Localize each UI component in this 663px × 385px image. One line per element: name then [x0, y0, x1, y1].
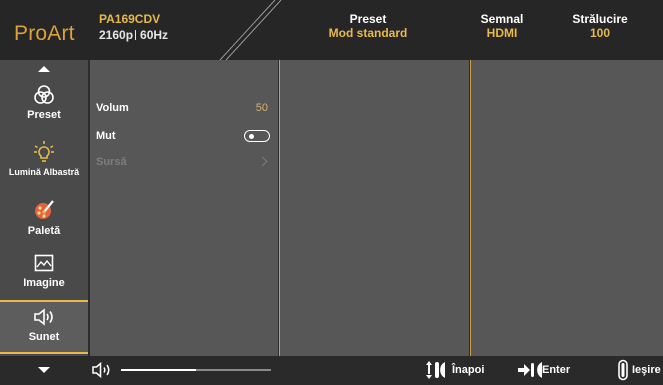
- exit-button-icon: [618, 359, 628, 381]
- speaker-icon: [92, 361, 110, 379]
- light-bulb-icon: [34, 141, 54, 162]
- chevron-right-icon: [257, 156, 268, 167]
- mute-toggle[interactable]: [244, 130, 270, 142]
- scroll-up-icon[interactable]: [38, 66, 50, 72]
- exit-label: Ieşire: [632, 364, 661, 376]
- signal-status: Semnal HDMI: [472, 12, 532, 40]
- menu-item-source[interactable]: Sursă: [96, 154, 272, 172]
- sidebar-item-preset[interactable]: Preset: [0, 84, 88, 134]
- volume-slider[interactable]: [121, 369, 271, 371]
- sidebar-item-blue-light[interactable]: Lumină Albastră: [0, 140, 88, 186]
- submenu-column-2: [280, 60, 469, 356]
- brand-logo: ProArt: [14, 22, 75, 45]
- preset-status-value: Mod standard: [328, 26, 408, 40]
- resolution-value: 2160p: [99, 28, 134, 42]
- divider: [135, 30, 137, 40]
- sidebar-item-label: Lumină Albastră: [8, 167, 80, 177]
- back-joystick-icon: [426, 361, 445, 379]
- brightness-status: Strălucire 100: [560, 12, 640, 40]
- preset-status-label: Preset: [349, 12, 387, 26]
- scroll-down-icon[interactable]: [38, 367, 50, 373]
- volume-slider-fill: [121, 369, 196, 371]
- submenu-column-3: [471, 60, 663, 356]
- preset-status: Preset Mod standard: [318, 12, 418, 40]
- header-diagonal-lines: [219, 0, 282, 60]
- enter-joystick-icon: [518, 362, 542, 378]
- refresh-rate-value: 60Hz: [140, 28, 169, 42]
- menu-item-label: Sursă: [96, 156, 127, 168]
- enter-label: Enter: [542, 364, 571, 376]
- osd-footer: Înapoi Enter Ieşire: [0, 356, 663, 385]
- sidebar-item-palette[interactable]: Paletă: [0, 198, 88, 244]
- resolution-info: 2160p 60Hz: [99, 28, 168, 42]
- menu-item-label: Mut: [96, 130, 116, 142]
- submenu-column-1: [90, 60, 278, 356]
- brightness-status-label: Strălucire: [572, 12, 628, 26]
- volume-value: 50: [255, 102, 268, 114]
- toggle-knob: [249, 133, 254, 139]
- speaker-icon: [34, 308, 53, 326]
- back-label: Înapoi: [452, 364, 485, 376]
- color-circles-icon: [34, 85, 54, 104]
- sidebar-item-image[interactable]: Imagine: [0, 252, 88, 298]
- signal-status-value: HDMI: [486, 26, 518, 40]
- sidebar-item-label: Preset: [27, 109, 61, 121]
- osd-header: ProArt PA169CDV 2160p 60Hz Preset Mod sta…: [0, 0, 663, 60]
- sidebar-item-label: Sunet: [28, 331, 60, 343]
- image-icon: [34, 254, 54, 272]
- menu-item-volume[interactable]: Volum 50: [96, 100, 272, 118]
- sidebar-item-label: Imagine: [23, 277, 65, 289]
- sidebar-menu: Preset Lumină Albastră: [0, 60, 88, 356]
- signal-status-label: Semnal: [480, 12, 524, 26]
- brightness-status-value: 100: [589, 26, 611, 40]
- palette-icon: [35, 200, 54, 219]
- menu-item-mute[interactable]: Mut: [96, 128, 272, 146]
- menu-item-label: Volum: [96, 102, 129, 114]
- sidebar-item-label: Paletă: [27, 225, 61, 237]
- model-name: PA169CDV: [99, 12, 161, 26]
- column-divider: [470, 60, 471, 356]
- sidebar-item-sound[interactable]: Sunet: [0, 300, 88, 354]
- column-divider: [279, 60, 280, 356]
